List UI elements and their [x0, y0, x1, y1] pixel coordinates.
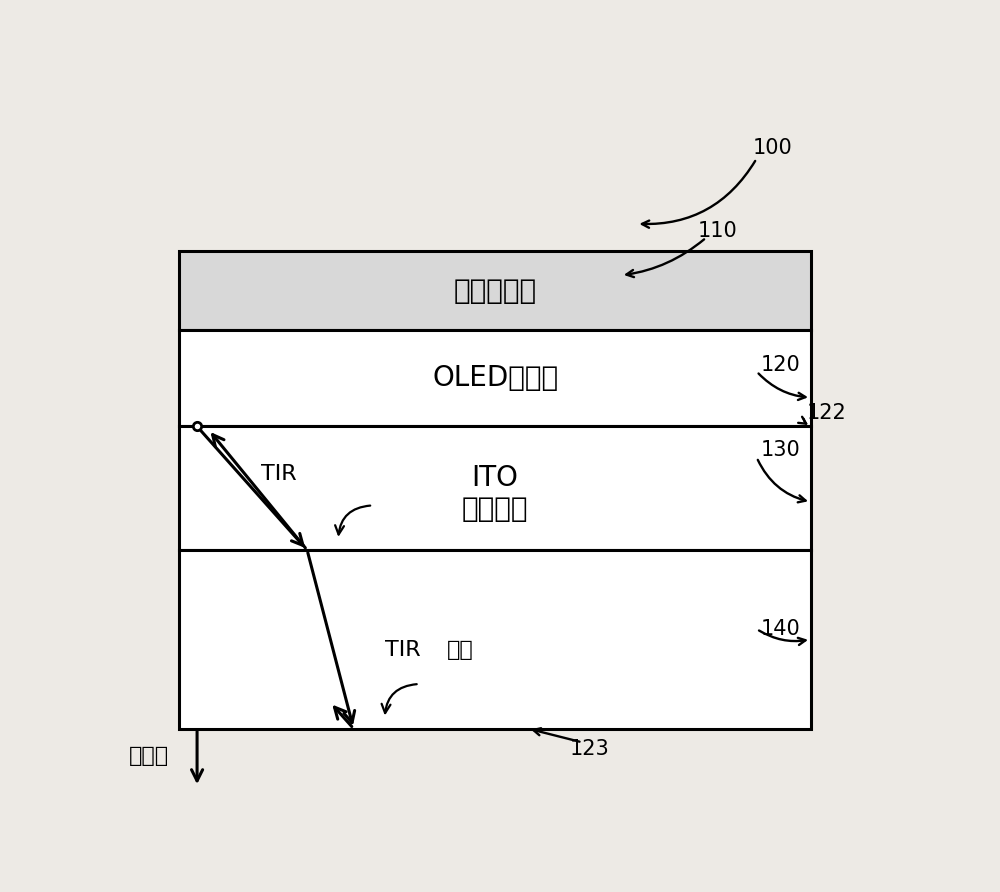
Text: 123: 123: [570, 739, 610, 759]
Text: 100: 100: [752, 138, 792, 158]
Text: 玻璃: 玻璃: [447, 640, 473, 660]
Text: ITO: ITO: [472, 464, 518, 491]
Text: 金属反射体: 金属反射体: [454, 277, 537, 305]
Text: OLED发光层: OLED发光层: [432, 364, 558, 392]
Text: 110: 110: [698, 220, 738, 241]
Text: TIR: TIR: [261, 465, 296, 484]
Text: 140: 140: [761, 619, 800, 639]
Text: TIR: TIR: [385, 640, 420, 660]
Text: 122: 122: [807, 402, 847, 423]
Bar: [179, 426, 811, 550]
Text: 透明导体: 透明导体: [462, 495, 528, 523]
Bar: [179, 550, 811, 729]
Text: 130: 130: [761, 441, 800, 460]
Bar: [179, 330, 811, 426]
Bar: [179, 252, 811, 330]
Text: 光输出: 光输出: [129, 746, 169, 766]
Text: 120: 120: [761, 355, 800, 375]
